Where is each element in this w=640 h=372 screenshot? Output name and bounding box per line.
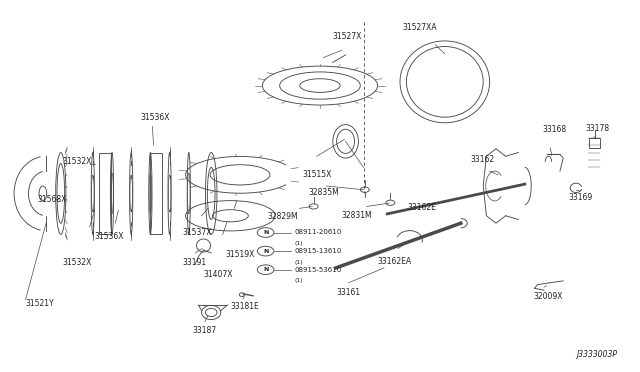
Text: (1): (1) xyxy=(294,241,303,246)
Bar xyxy=(589,138,600,148)
Circle shape xyxy=(386,200,395,205)
Text: 33169: 33169 xyxy=(568,193,593,202)
Circle shape xyxy=(309,204,318,209)
Text: 33187: 33187 xyxy=(192,326,216,335)
Text: 31527XA: 31527XA xyxy=(402,23,436,32)
Text: N: N xyxy=(263,230,268,235)
Text: 33162EA: 33162EA xyxy=(378,257,412,266)
Text: 31537X: 31537X xyxy=(182,228,212,237)
Text: N: N xyxy=(263,267,268,272)
Text: 33162E: 33162E xyxy=(408,203,436,212)
Text: 33178: 33178 xyxy=(586,124,610,133)
Text: 33168: 33168 xyxy=(543,125,567,134)
Text: 33191: 33191 xyxy=(182,258,207,267)
Text: 31515X: 31515X xyxy=(302,170,332,179)
Bar xyxy=(150,153,162,234)
Text: 31532X: 31532X xyxy=(63,258,92,267)
Text: 31568X: 31568X xyxy=(37,195,67,203)
Circle shape xyxy=(360,187,369,192)
Text: 33181E: 33181E xyxy=(230,302,259,311)
Text: 31532X: 31532X xyxy=(63,157,92,166)
Text: 31536X: 31536X xyxy=(141,113,170,122)
Text: J3333003P: J3333003P xyxy=(577,350,618,359)
Text: 32009X: 32009X xyxy=(533,292,563,301)
Text: 31407X: 31407X xyxy=(204,270,233,279)
Text: 31536X: 31536X xyxy=(95,232,124,241)
Text: 31519X: 31519X xyxy=(225,250,255,259)
Text: 32835M: 32835M xyxy=(308,188,339,197)
Text: 32829M: 32829M xyxy=(268,212,298,221)
Text: 08915-13610: 08915-13610 xyxy=(294,248,342,254)
Text: 32831M: 32831M xyxy=(341,211,372,219)
Text: N: N xyxy=(263,248,268,254)
Text: (1): (1) xyxy=(294,278,303,283)
Text: 31527X: 31527X xyxy=(333,32,362,41)
Text: 31521Y: 31521Y xyxy=(26,299,54,308)
Text: 08911-20610: 08911-20610 xyxy=(294,230,342,235)
Text: (1): (1) xyxy=(294,260,303,265)
Bar xyxy=(99,153,111,234)
Text: 08915-53610: 08915-53610 xyxy=(294,267,342,273)
Text: 33161: 33161 xyxy=(336,288,360,296)
Text: 33162: 33162 xyxy=(470,155,495,164)
